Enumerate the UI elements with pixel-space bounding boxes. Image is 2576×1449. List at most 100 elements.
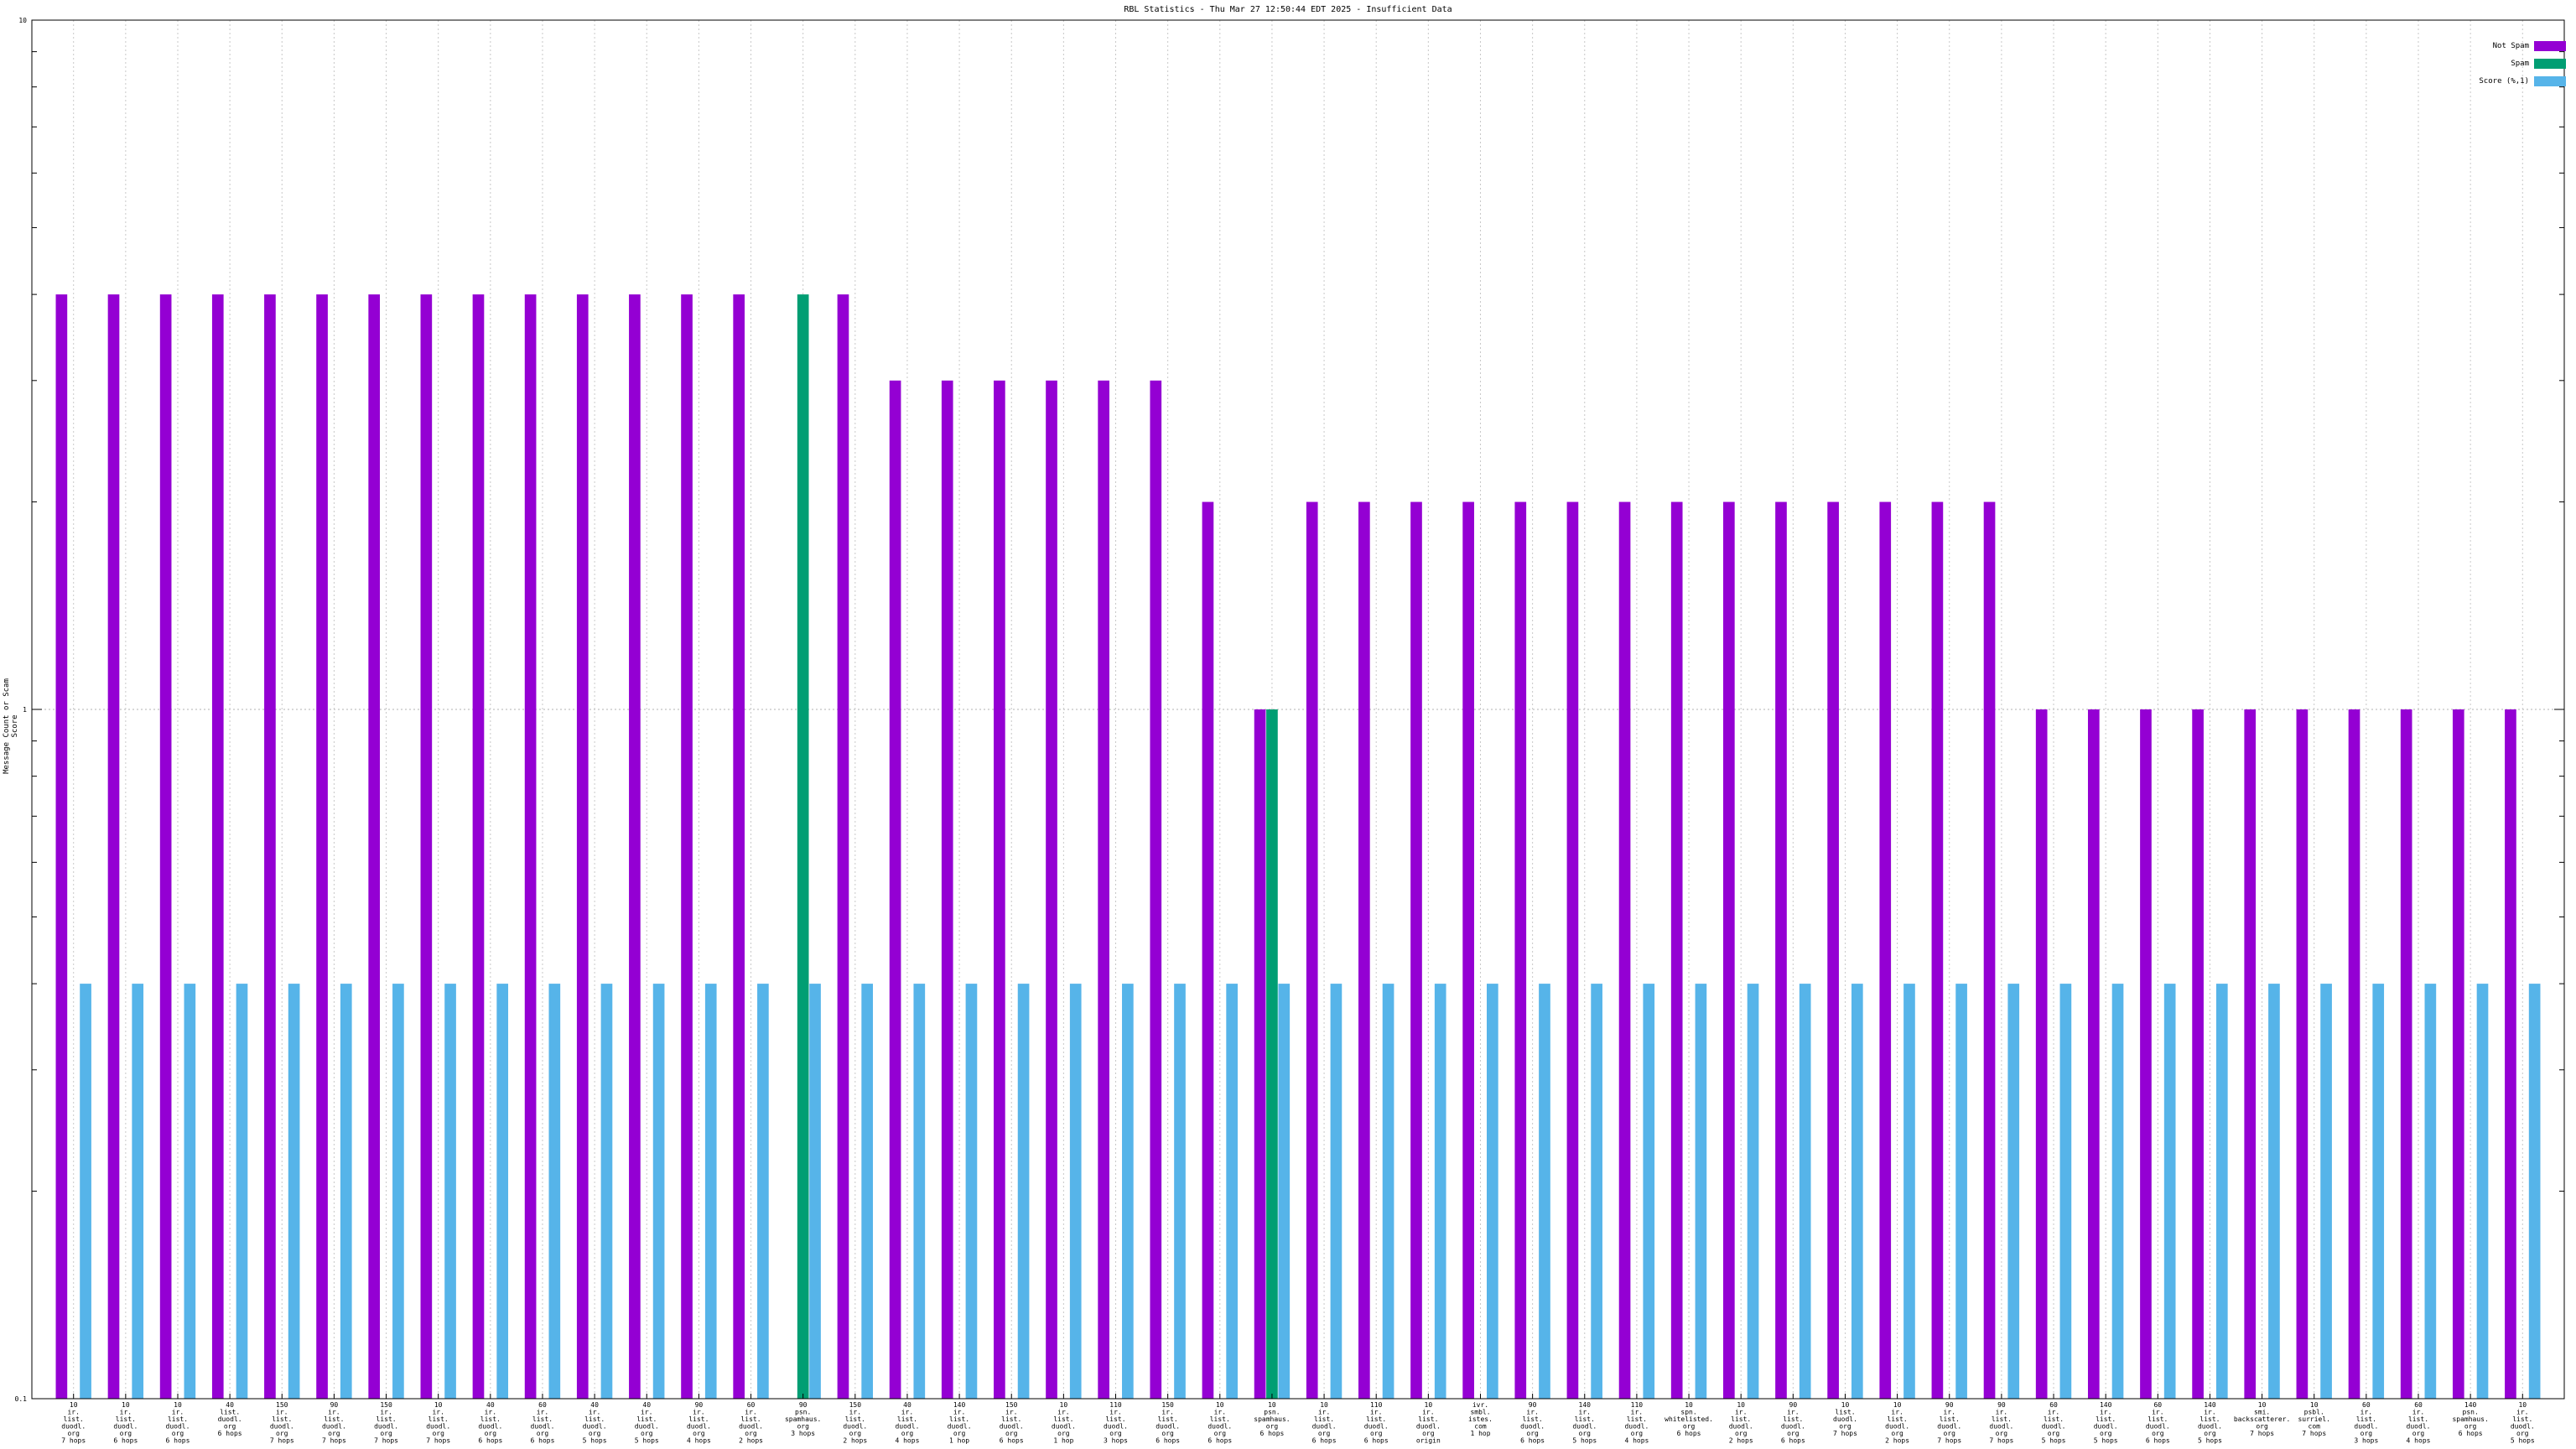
bar-not-spam [941,380,953,1399]
bar-score-1 [704,984,717,1399]
bar-score-1 [2215,984,2228,1399]
x-tick-label: 60 ir. list. duodl. org 6 hops [2146,1401,2170,1445]
bar-score-1 [2059,984,2072,1399]
x-tick-label: 110 ir. list. duodl. org 4 hops [1624,1401,1649,1445]
bar-score-1 [2111,984,2124,1399]
bar-not-spam [681,294,693,1399]
bar-not-spam [2348,709,2360,1399]
bar-score-1 [392,984,404,1399]
bar-not-spam [2296,709,2309,1399]
bar-not-spam [1254,709,1266,1399]
bar-score-1 [444,984,456,1399]
y-tick-label: 1 [23,706,27,714]
bar-spam [1266,709,1278,1399]
bar-not-spam [2452,709,2464,1399]
bar-not-spam [1566,501,1579,1399]
bar-score-1 [861,984,874,1399]
bar-not-spam [2400,709,2412,1399]
bar-score-1 [1174,984,1186,1399]
legend-label: Score (%,1) [2479,76,2529,86]
bar-not-spam [1462,501,1474,1399]
x-tick-label: 140 ir. list. duodl. org 5 hops [2198,1401,2222,1445]
bar-not-spam [2192,709,2204,1399]
bar-score-1 [340,984,352,1399]
x-tick-label: 10 ir. list. duodl. org 2 hops [1885,1401,1909,1445]
bar-not-spam [1775,501,1787,1399]
bar-not-spam [1306,501,1318,1399]
legend-item-not-spam: Not Spam [2479,37,2566,55]
bar-score-1 [496,984,509,1399]
y-tick-label: 10 [18,17,27,24]
bar-score-1 [1017,984,1030,1399]
x-tick-label: 10 ir. list. duodl. org 6 hops [1312,1401,1337,1445]
bar-score-1 [2476,984,2489,1399]
bar-score-1 [809,984,821,1399]
bar-score-1 [1695,984,1707,1399]
x-tick-label: 90 ir. list. duodl. org 4 hops [687,1401,711,1445]
bar-score-1 [1955,984,1967,1399]
bar-score-1 [913,984,926,1399]
legend: Not Spam Spam Score (%,1) [2479,37,2566,90]
bar-score-1 [757,984,769,1399]
bar-score-1 [1382,984,1394,1399]
bar-not-spam [420,294,433,1399]
x-tick-label: 10 smi. backscatterer. org 7 hops [2234,1401,2290,1437]
bar-not-spam [1983,501,1996,1399]
bar-not-spam [2140,709,2152,1399]
bar-not-spam [837,294,849,1399]
x-tick-label: 90 psn. spamhaus. org 3 hops [785,1401,821,1437]
bar-not-spam [1202,501,1214,1399]
x-tick-label: 40 ir. list. duodl. org 5 hops [635,1401,659,1445]
bar-not-spam [889,380,901,1399]
legend-swatch [2534,75,2566,86]
x-tick-label: 90 ir. list. duodl. org 7 hops [1989,1401,2013,1445]
x-tick-label: 10 spn. whitelisted. org 6 hops [1665,1401,1713,1437]
x-tick-label: 150 ir. list. duodl. org 6 hops [1000,1401,1024,1445]
bar-score-1 [1799,984,1811,1399]
bar-score-1 [965,984,978,1399]
bar-not-spam [472,294,485,1399]
bar-not-spam [1150,380,1162,1399]
x-tick-label: 40 ir. list. duodl. org 6 hops [478,1401,502,1445]
bar-score-1 [236,984,248,1399]
x-tick-label: 10 ir. list. duodl. org 7 hops [426,1401,450,1445]
bar-score-1 [1278,984,1291,1399]
bar-score-1 [1069,984,1082,1399]
bar-score-1 [652,984,665,1399]
x-tick-label: 150 ir. list. duodl. org 6 hops [1156,1401,1180,1445]
x-tick-label: ivr. smbl. istes. com 1 hop [1468,1401,1493,1437]
bar-score-1 [80,984,91,1399]
bar-not-spam [1618,501,1631,1399]
x-tick-label: 110 ir. list. duodl. org 6 hops [1364,1401,1389,1445]
bar-not-spam [2087,709,2100,1399]
bar-not-spam [2035,709,2048,1399]
bar-not-spam [1410,501,1422,1399]
bar-score-1 [2007,984,2020,1399]
x-tick-label: 60 ir. list. duodl. org 3 hops [2354,1401,2378,1445]
bar-score-1 [288,984,300,1399]
bar-score-1 [1226,984,1238,1399]
bar-score-1 [2163,984,2176,1399]
bar-score-1 [1747,984,1759,1399]
x-tick-label: 40 ir. list. duodl. org 4 hops [895,1401,919,1445]
bar-not-spam [1098,380,1109,1399]
bar-score-1 [1330,984,1343,1399]
bar-not-spam [994,380,1005,1399]
bar-not-spam [629,294,641,1399]
bar-not-spam [524,294,537,1399]
x-tick-label: 10 psbl. surriel. com 7 hops [2298,1401,2330,1437]
bar-spam [797,294,809,1399]
bar-not-spam [55,294,68,1399]
bar-score-1 [2372,984,2385,1399]
x-tick-label: 140 psn. spamhaus. org 6 hops [2452,1401,2488,1437]
bar-not-spam [1827,501,1839,1399]
bar-score-1 [1643,984,1655,1399]
x-tick-label: 150 ir. list. duodl. org 7 hops [374,1401,398,1445]
bar-score-1 [1434,984,1446,1399]
bar-score-1 [184,984,196,1399]
x-tick-label: 90 ir. list. duodl. org 6 hops [1520,1401,1545,1445]
bar-score-1 [2424,984,2437,1399]
x-tick-label: 10 psn. spamhaus. org 6 hops [1254,1401,1290,1437]
